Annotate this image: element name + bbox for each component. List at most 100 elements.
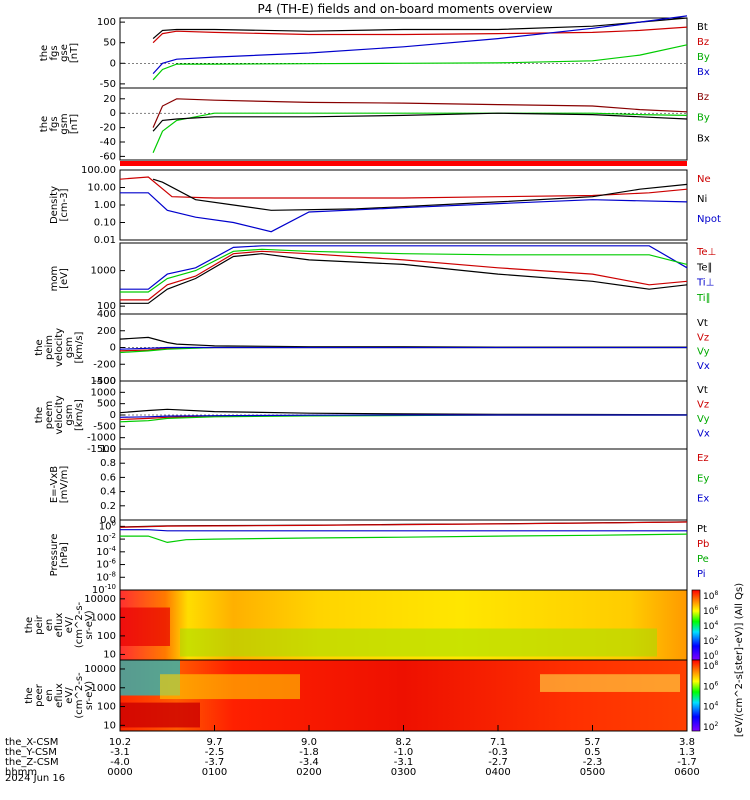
tick-label: 500 [97, 399, 116, 410]
orbit-row-value: 0.5 [585, 747, 601, 758]
axis-label: eV/ [64, 616, 75, 633]
legend-item: Npot [697, 214, 721, 225]
orbit-row-value: -2.5 [205, 747, 225, 758]
legend-item: Ne [697, 174, 711, 185]
series-Npot [120, 192, 688, 233]
tick-label: 0 [110, 410, 116, 421]
orbit-row-value: 0300 [391, 767, 416, 778]
tick-label: -1000 [87, 433, 116, 444]
tick-label: 0 [110, 343, 116, 354]
series-Bz [152, 26, 688, 44]
axis-label: peir [34, 614, 45, 634]
axis-label: the [24, 687, 35, 703]
legend-item: Vx [697, 429, 710, 440]
colorbar [691, 589, 701, 661]
axis-label: gsm [64, 404, 75, 425]
axis-label: eflux [54, 613, 65, 638]
tick-label: 0 [110, 108, 116, 119]
tick-label: 0.10 [94, 218, 116, 229]
orbit-row-value: -1.8 [299, 747, 319, 758]
axis-label: eV/ [64, 687, 75, 704]
legend-item: Vy [697, 347, 710, 358]
orbit-row-value: 5.7 [585, 737, 601, 748]
legend-item: Bz [697, 92, 709, 103]
axis-label: velocity [54, 328, 65, 367]
legend-item: Ey [697, 473, 709, 484]
axis-label: gsm [64, 337, 75, 358]
legend-item: Ex [697, 494, 709, 505]
legend-item: Bt [697, 22, 708, 33]
orbit-row-value: 8.2 [396, 737, 412, 748]
tick-label: -50 [100, 79, 116, 90]
axis-label: en [44, 619, 55, 632]
axis-label: gse [59, 44, 70, 62]
series-Vt [119, 408, 688, 416]
tick-label: 100 [97, 702, 116, 713]
tick-label: -500 [93, 421, 116, 432]
series-Ti∥ [120, 248, 688, 293]
legend-item: Ti∥ [696, 293, 711, 304]
spectrogram-band [540, 674, 680, 692]
orbit-row-value: 1.3 [679, 747, 695, 758]
legend-item: Pi [697, 569, 706, 580]
axis-label: [mV/m] [59, 466, 70, 504]
tick-label: 10.00 [87, 183, 116, 194]
axis-label: mom [49, 266, 60, 292]
panel-fgs-gsm: 20 0 -20 -40 -60 the fgs gsm [nT] Bz By Bx [39, 87, 710, 162]
tick-label: -400 [93, 376, 116, 387]
legend-item: By [697, 113, 710, 124]
spectrogram-band [120, 702, 200, 728]
axis-label: gsm [59, 113, 70, 134]
series-Vx [119, 346, 687, 350]
axis-label: Density [49, 186, 60, 224]
series-Vt [119, 336, 687, 348]
tick-label: -60 [100, 151, 116, 162]
tick-label: 10-10 [92, 583, 116, 596]
spectrogram-band [160, 674, 300, 700]
orbit-row-value: -3.4 [299, 757, 319, 768]
tick-label: 1500 [91, 376, 116, 387]
series-Vx [119, 414, 687, 418]
orbit-row-value: 9.0 [301, 737, 317, 748]
tick-label: 200 [97, 326, 116, 337]
legend-item: Pe [697, 554, 709, 565]
tick-label: 100 [97, 17, 116, 28]
colorbar-tick: 100 [703, 650, 718, 662]
tick-label: 0.2 [100, 501, 116, 512]
tick-label: -1500 [87, 444, 116, 455]
series-Ne [119, 176, 688, 199]
tick-label: 10-8 [96, 570, 116, 583]
axis-label: velocity [54, 395, 65, 434]
orbit-row-value: -3.1 [394, 757, 414, 768]
tick-label: 100.00 [81, 165, 116, 176]
tick-label: 100 [97, 301, 116, 312]
axis-label: Pressure [49, 534, 60, 577]
series-Bx [152, 112, 688, 132]
series-By [152, 112, 688, 154]
panel-frame [119, 87, 688, 161]
orbit-row-value: 3.8 [679, 737, 695, 748]
colorbar-tick: 108 [703, 660, 718, 672]
tick-label: 10 [103, 720, 116, 731]
axis-label: fgs [49, 116, 60, 131]
legend-item: Ti⊥ [696, 278, 714, 289]
panel-frame [119, 448, 688, 521]
orbit-row-value: 0600 [674, 767, 699, 778]
orbit-row-value: -3.1 [110, 747, 130, 758]
tick-label: 1000 [91, 387, 116, 398]
legend-item: Ez [697, 453, 709, 464]
panel-fgs-gse: 100 50 0 -50 the fgs gse [nT] Bt Bz By Bx [39, 15, 710, 90]
legend-item: Te⊥ [696, 247, 716, 258]
axis-label: (cm^2-s- [74, 672, 85, 719]
legend-item: Pb [697, 539, 709, 550]
axis-label: peer [34, 683, 45, 707]
series-Te⊥ [120, 250, 688, 301]
orbit-row-value: 9.7 [207, 737, 223, 748]
colorbar-tick: 104 [703, 701, 718, 713]
tick-label: 10 [103, 649, 116, 660]
tick-label: 1.00 [94, 200, 116, 211]
series-Vy [119, 346, 687, 354]
axis-label: the [34, 407, 45, 423]
